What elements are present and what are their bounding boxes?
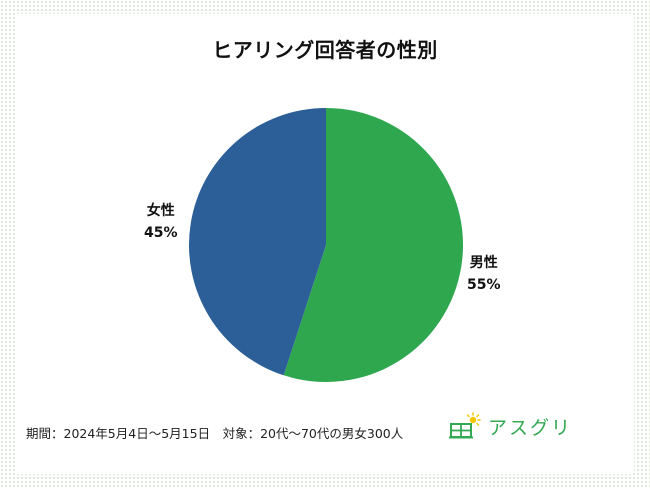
slice-label-male-value: 55%	[467, 277, 501, 293]
pie-slice-female	[188, 108, 326, 376]
brand-name: アスグリ	[488, 416, 573, 439]
brand-logo: アスグリ	[448, 412, 572, 440]
slice-label-male-name: 男性	[469, 255, 498, 271]
slice-label-female-name: 女性	[146, 203, 175, 219]
pie-slice-male	[283, 108, 463, 382]
chart-title: ヒアリング回答者の性別	[212, 38, 438, 62]
slice-label-male: 男性 55%	[467, 252, 501, 296]
slice-label-female: 女性 45%	[144, 200, 178, 244]
house-sun-logo-icon	[449, 412, 481, 439]
slice-label-female-value: 45%	[144, 225, 178, 241]
survey-footnote: 期間：2024年5月4日～5月15日 対象：20代～70代の男女300人	[26, 426, 404, 441]
